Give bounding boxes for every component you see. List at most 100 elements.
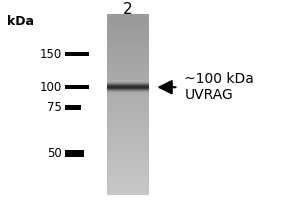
- Bar: [107, 89, 148, 91]
- Bar: [107, 159, 148, 161]
- Bar: [107, 93, 148, 94]
- Bar: [107, 52, 148, 55]
- Bar: [107, 88, 148, 89]
- Bar: [107, 182, 148, 184]
- Bar: [107, 86, 148, 87]
- Bar: [107, 91, 148, 92]
- Bar: [65, 150, 84, 157]
- Bar: [107, 191, 148, 193]
- Bar: [107, 81, 148, 82]
- Bar: [107, 145, 148, 148]
- Bar: [107, 43, 148, 46]
- Bar: [107, 84, 148, 85]
- Bar: [107, 41, 148, 44]
- Bar: [107, 188, 148, 191]
- Text: 150: 150: [40, 48, 62, 61]
- Bar: [107, 179, 148, 182]
- Bar: [107, 32, 148, 34]
- Bar: [107, 118, 148, 121]
- Bar: [107, 83, 148, 84]
- Bar: [107, 120, 148, 123]
- Bar: [107, 86, 148, 87]
- Bar: [107, 116, 148, 118]
- Bar: [107, 75, 148, 78]
- Bar: [107, 82, 148, 83]
- Bar: [107, 59, 148, 62]
- Bar: [107, 66, 148, 68]
- Bar: [107, 132, 148, 134]
- Bar: [107, 64, 148, 66]
- Bar: [107, 109, 148, 112]
- Text: ~100 kDa: ~100 kDa: [184, 72, 254, 86]
- Bar: [107, 91, 148, 92]
- Text: 50: 50: [47, 147, 62, 160]
- Bar: [107, 34, 148, 37]
- Bar: [107, 148, 148, 150]
- Bar: [107, 170, 148, 173]
- Bar: [107, 98, 148, 100]
- Bar: [107, 23, 148, 25]
- Bar: [107, 87, 148, 88]
- Bar: [107, 114, 148, 116]
- Bar: [107, 93, 148, 96]
- Text: 100: 100: [40, 81, 62, 94]
- Bar: [107, 91, 148, 93]
- Bar: [107, 16, 148, 19]
- Bar: [107, 139, 148, 141]
- Bar: [107, 18, 148, 21]
- Bar: [107, 73, 148, 75]
- Bar: [107, 134, 148, 136]
- Bar: [107, 86, 148, 89]
- Bar: [107, 123, 148, 125]
- Bar: [107, 50, 148, 53]
- Bar: [65, 52, 89, 56]
- Bar: [107, 77, 148, 80]
- Bar: [107, 55, 148, 57]
- Bar: [107, 83, 148, 84]
- Bar: [107, 80, 148, 81]
- Bar: [107, 95, 148, 98]
- Bar: [65, 85, 89, 89]
- Bar: [107, 107, 148, 109]
- Bar: [107, 30, 148, 32]
- Bar: [107, 100, 148, 102]
- Bar: [107, 27, 148, 30]
- Bar: [107, 82, 148, 83]
- Text: 75: 75: [47, 101, 62, 114]
- Bar: [107, 173, 148, 175]
- Bar: [107, 84, 148, 87]
- Bar: [107, 89, 148, 90]
- Bar: [107, 141, 148, 143]
- Bar: [107, 152, 148, 155]
- Bar: [107, 80, 148, 82]
- Bar: [107, 177, 148, 180]
- Bar: [107, 163, 148, 166]
- Bar: [107, 37, 148, 39]
- Bar: [107, 161, 148, 164]
- Bar: [107, 175, 148, 177]
- Bar: [107, 14, 148, 16]
- Text: 2: 2: [123, 2, 132, 17]
- Bar: [107, 125, 148, 127]
- Bar: [107, 85, 148, 86]
- Bar: [107, 89, 148, 90]
- Bar: [107, 157, 148, 159]
- Bar: [107, 127, 148, 130]
- Text: UVRAG: UVRAG: [184, 88, 233, 102]
- Bar: [107, 111, 148, 114]
- Bar: [107, 21, 148, 23]
- Bar: [107, 88, 148, 89]
- Bar: [107, 136, 148, 139]
- Bar: [107, 82, 148, 84]
- Text: kDa: kDa: [7, 15, 34, 28]
- Bar: [107, 193, 148, 195]
- Bar: [107, 71, 148, 73]
- Bar: [107, 85, 148, 86]
- Bar: [107, 92, 148, 93]
- Bar: [107, 48, 148, 50]
- Bar: [107, 166, 148, 168]
- Bar: [107, 129, 148, 132]
- Bar: [107, 80, 148, 81]
- Bar: [107, 61, 148, 64]
- Bar: [107, 154, 148, 157]
